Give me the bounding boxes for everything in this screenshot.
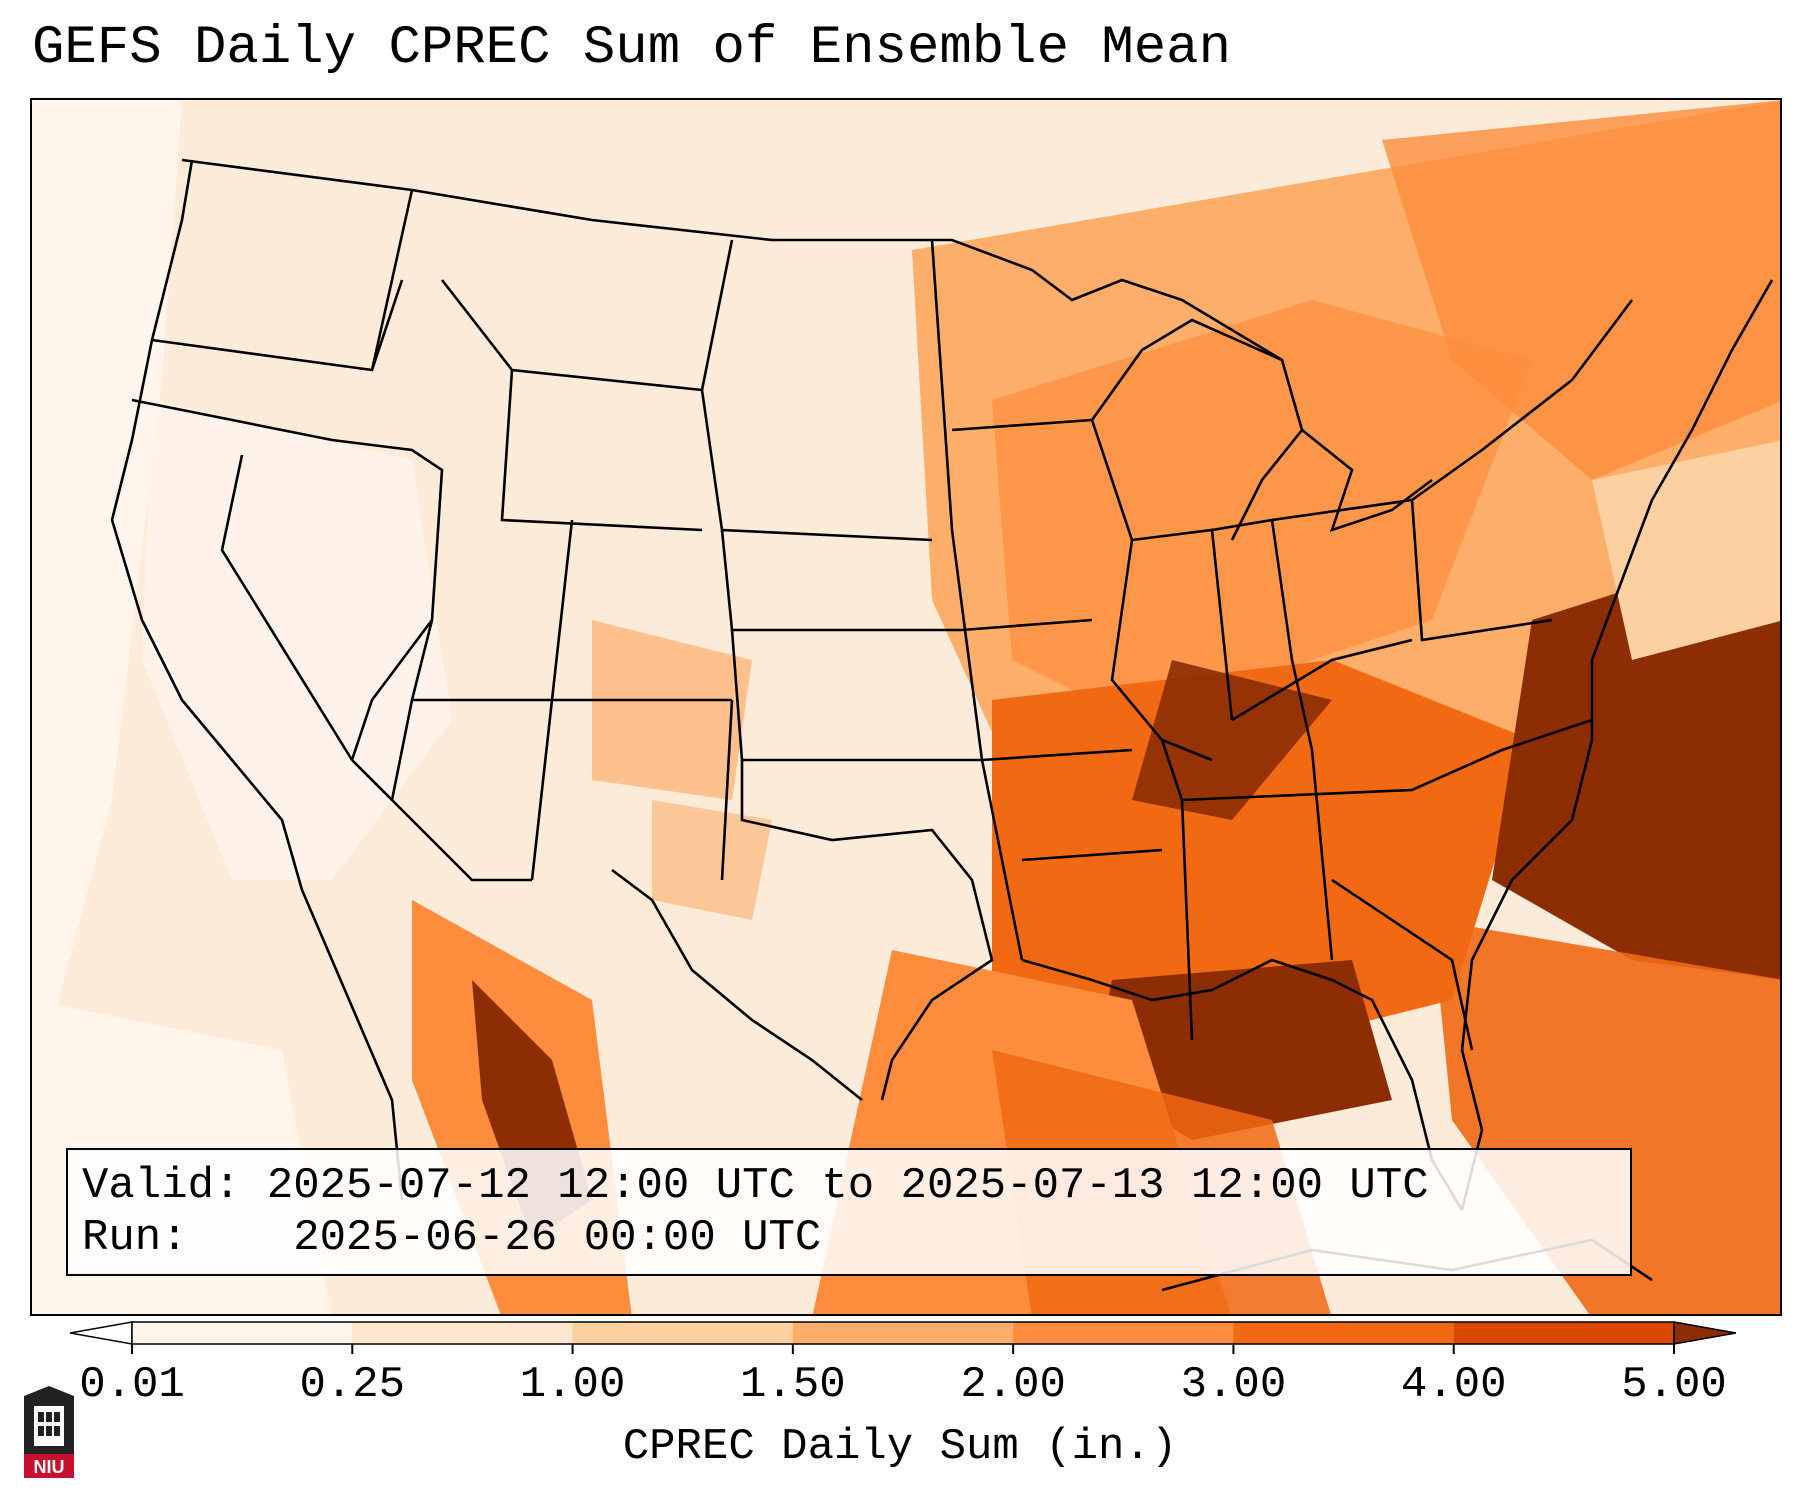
colorbar-frame: [131, 1321, 1675, 1345]
colorbar-segment: [132, 1322, 353, 1344]
valid-value: 2025-07-12 12:00 UTC to 2025-07-13 12:00…: [266, 1161, 1429, 1211]
run-value: 2025-06-26 00:00 UTC: [293, 1213, 822, 1263]
colorbar-tick-label: 1.00: [519, 1360, 626, 1410]
colorbar: [70, 1321, 1736, 1354]
colorbar-segment: [352, 1322, 574, 1344]
colorbar-segment: [1233, 1322, 1455, 1344]
logo-text: NIU: [34, 1457, 65, 1477]
colorbar-over-arrow: [1673, 1321, 1736, 1345]
colorbar-under-arrow: [70, 1321, 133, 1345]
colorbar-tick-label: 4.00: [1400, 1360, 1507, 1410]
state-boundaries: [110, 158, 1774, 1292]
precipitation-map: [30, 98, 1782, 1316]
page-title: GEFS Daily CPREC Sum of Ensemble Mean: [32, 18, 1231, 79]
colorbar-tick-label: 3.00: [1180, 1360, 1287, 1410]
colorbar-ticks: [131, 1344, 1675, 1354]
run-row: Run: 2025-06-26 00:00 UTC: [82, 1212, 1616, 1264]
colorbar-segment: [572, 1322, 794, 1344]
colorbar-segments: [70, 1321, 1736, 1345]
colorbar-tick-label: 0.25: [299, 1360, 406, 1410]
colorbar-segment: [1453, 1322, 1675, 1344]
colorbar-tick-label: 0.01: [79, 1360, 185, 1410]
colorbar-label: CPREC Daily Sum (in.): [622, 1422, 1178, 1472]
run-label: Run:: [82, 1213, 188, 1263]
colorbar-segment: [792, 1322, 1014, 1344]
niu-logo: NIU: [24, 1386, 74, 1478]
colorbar-tick-label: 1.50: [740, 1360, 846, 1410]
valid-label: Valid:: [82, 1161, 241, 1211]
colorbar-tick-label: 5.00: [1621, 1360, 1727, 1410]
info-box: Valid: 2025-07-12 12:00 UTC to 2025-07-1…: [66, 1148, 1632, 1276]
map-canvas: [32, 100, 1780, 1314]
valid-row: Valid: 2025-07-12 12:00 UTC to 2025-07-1…: [82, 1160, 1616, 1212]
precip-field: [32, 100, 1780, 1314]
colorbar-tick-label: 2.00: [960, 1360, 1066, 1410]
colorbar-segment: [1013, 1322, 1234, 1344]
